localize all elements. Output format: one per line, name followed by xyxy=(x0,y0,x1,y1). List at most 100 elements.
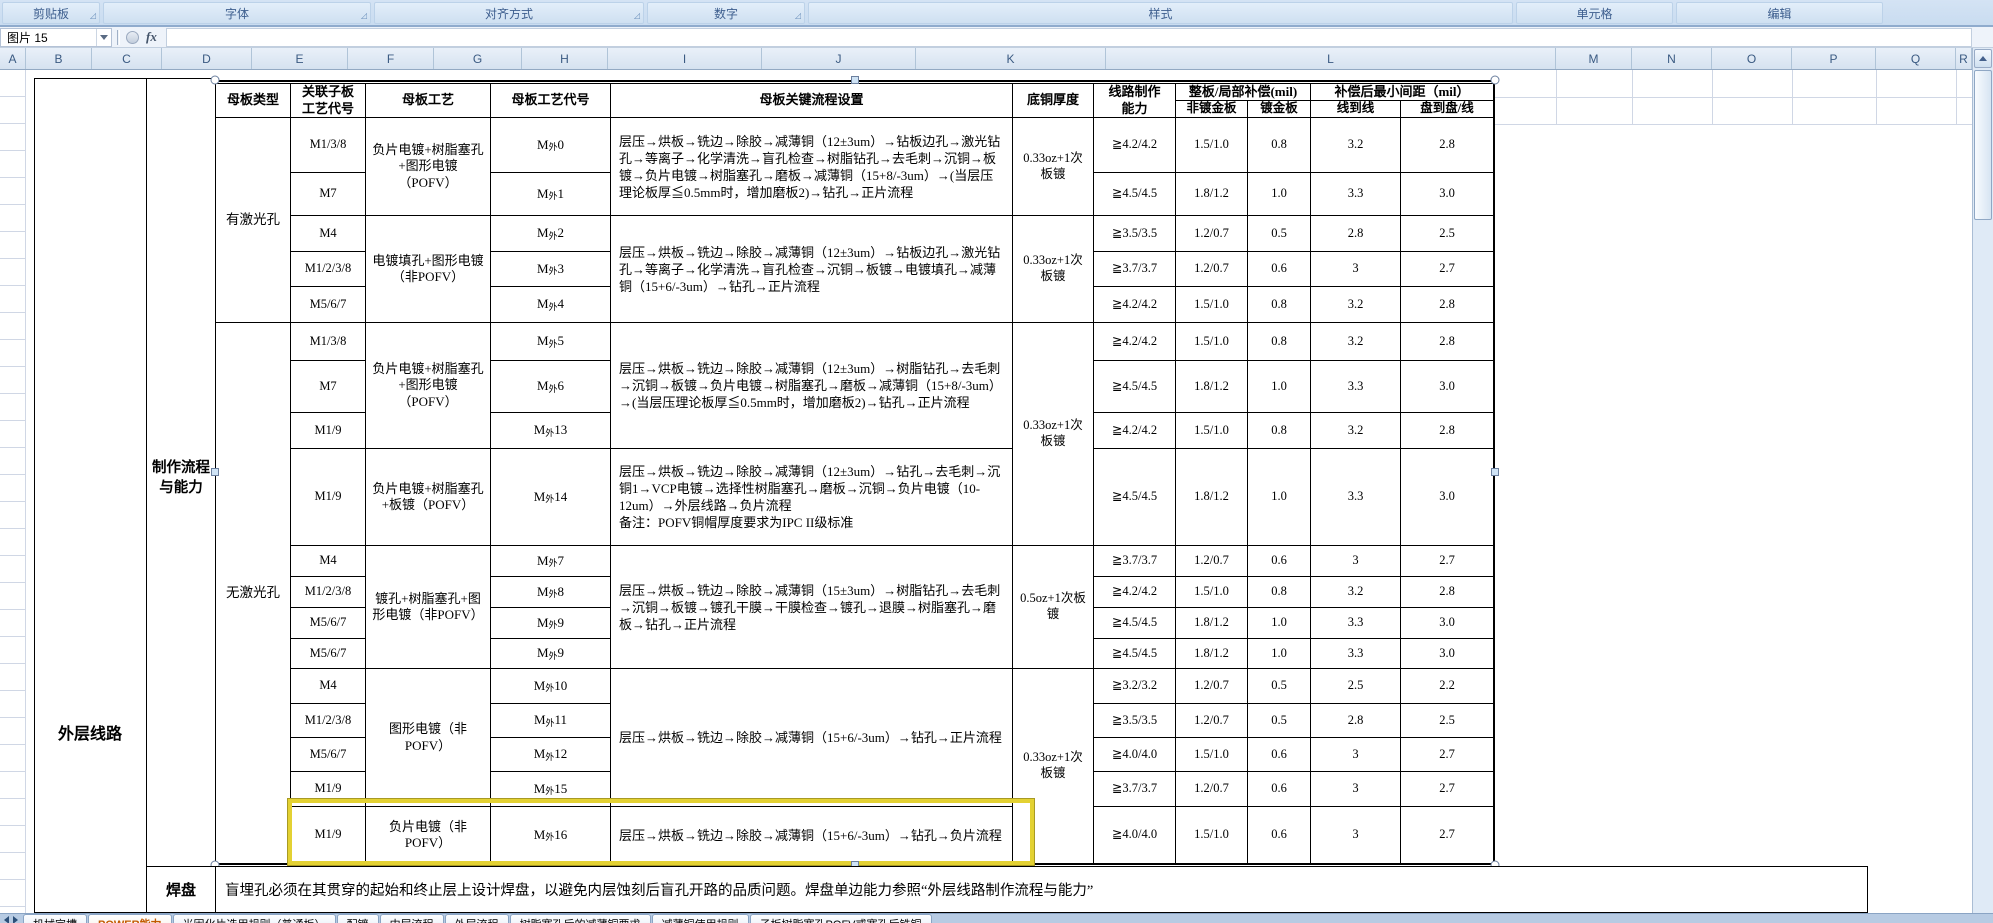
line-to-line-cell: 3.3 xyxy=(1310,448,1400,545)
nongold-comp-cell: 1.2/0.7 xyxy=(1175,703,1247,737)
pad-to-pad-cell: 2.5 xyxy=(1400,703,1493,737)
column-header-a[interactable]: A xyxy=(0,48,26,69)
dialog-launcher-icon[interactable]: ◿ xyxy=(633,11,640,20)
board-process-cell: 负片电镀+树脂塞孔+图形电镀（POFV） xyxy=(365,117,490,215)
key-flow-cell: 层压→烘板→铣边→除胶→减薄铜（12±3um）→钻板边孔→激光钻孔→等离子→化学… xyxy=(610,215,1012,322)
sheet-tab[interactable]: 减薄铜使用规则 xyxy=(651,914,749,923)
column-header-h[interactable]: H xyxy=(522,48,608,69)
column-header-m[interactable]: M xyxy=(1556,48,1632,69)
gold-comp-cell: 0.8 xyxy=(1247,117,1310,172)
column-header-l[interactable]: L xyxy=(1106,48,1556,69)
next-sheet-icon[interactable] xyxy=(13,916,18,923)
column-header-d[interactable]: D xyxy=(162,48,252,69)
nongold-comp-cell: 1.2/0.7 xyxy=(1175,668,1247,703)
board-process-cell: 负片电镀+树脂塞孔+板镀（POFV） xyxy=(365,448,490,545)
scroll-up-button[interactable] xyxy=(1974,49,1992,68)
ribbon-group-cells: 单元格 xyxy=(1516,2,1673,24)
base-copper-cell: 0.33oz+1次板镀 xyxy=(1012,215,1093,322)
pad-to-pad-cell: 2.8 xyxy=(1400,286,1493,322)
base-copper-cell: 0.33oz+1次板镀 xyxy=(1012,322,1093,545)
subboard-code-cell: M1/2/3/8 xyxy=(290,703,365,737)
selection-handle[interactable] xyxy=(851,76,859,84)
name-box[interactable]: 图片 15 xyxy=(0,28,112,47)
line-to-line-cell: 2.8 xyxy=(1310,703,1400,737)
capability-cell: ≧3.5/3.5 xyxy=(1093,215,1175,251)
sheet-tab[interactable]: 外层流程 xyxy=(444,914,509,923)
dialog-launcher-icon[interactable]: ◿ xyxy=(89,11,96,20)
column-header-q[interactable]: Q xyxy=(1876,48,1956,69)
line-to-line-cell: 3.2 xyxy=(1310,576,1400,607)
pad-to-pad-cell: 2.7 xyxy=(1400,251,1493,286)
sheet-tab[interactable]: 光固化片选用规则（普通板） xyxy=(172,914,336,923)
header-board-type: 母板类型 xyxy=(215,83,290,117)
column-header-i[interactable]: I xyxy=(608,48,762,69)
gold-comp-cell: 0.6 xyxy=(1247,806,1310,863)
column-header-k[interactable]: K xyxy=(916,48,1106,69)
scrollbar-thumb[interactable] xyxy=(1974,70,1992,220)
prev-sheet-icon[interactable] xyxy=(4,916,9,923)
sheet-tab[interactable]: 子板树脂塞孔POFV或塞孔后铣铜 xyxy=(749,914,932,923)
subboard-code-cell: M5/6/7 xyxy=(290,737,365,771)
name-box-dropdown[interactable] xyxy=(96,29,111,46)
formula-input[interactable] xyxy=(166,28,1972,47)
subboard-code-cell: M4 xyxy=(290,215,365,251)
vertical-scrollbar[interactable] xyxy=(1972,48,1993,913)
gold-comp-cell: 0.6 xyxy=(1247,251,1310,286)
pad-to-pad-cell: 2.7 xyxy=(1400,545,1493,576)
header-capability: 线路制作 能力 xyxy=(1093,83,1175,117)
subboard-code-cell: M1/9 xyxy=(290,448,365,545)
selection-handle[interactable] xyxy=(210,75,220,85)
column-header-e[interactable]: E xyxy=(252,48,348,69)
selection-handle[interactable] xyxy=(1490,75,1500,85)
subboard-code-cell: M5/6/7 xyxy=(290,607,365,638)
nongold-comp-cell: 1.8/1.2 xyxy=(1175,607,1247,638)
selection-handle[interactable] xyxy=(211,468,219,476)
dialog-launcher-icon[interactable]: ◿ xyxy=(794,11,801,20)
key-flow-cell: 层压→烘板→铣边→除胶→减薄铜（12±3um）→钻板边孔→激光钻孔→等离子→化学… xyxy=(610,117,1012,215)
gold-comp-cell: 0.5 xyxy=(1247,215,1310,251)
gold-comp-cell: 0.5 xyxy=(1247,703,1310,737)
column-header-c[interactable]: C xyxy=(92,48,162,69)
ribbon-group-number: 数字 ◿ xyxy=(647,2,805,24)
nongold-comp-cell: 1.8/1.2 xyxy=(1175,360,1247,412)
dialog-launcher-icon[interactable]: ◿ xyxy=(360,11,367,20)
board-process-cell: 镀孔+树脂塞孔+图形电镀（非POFV） xyxy=(365,545,490,668)
column-header-o[interactable]: O xyxy=(1712,48,1792,69)
sheet-tab[interactable]: POWER能力 xyxy=(88,914,172,923)
subboard-code-cell: M7 xyxy=(290,172,365,215)
nongold-comp-cell: 1.8/1.2 xyxy=(1175,172,1247,215)
column-header-f[interactable]: F xyxy=(348,48,434,69)
sheet-tab[interactable]: 中层流程 xyxy=(379,914,444,923)
column-header-j[interactable]: J xyxy=(762,48,916,69)
column-header-b[interactable]: B xyxy=(26,48,92,69)
pad-to-pad-cell: 3.0 xyxy=(1400,448,1493,545)
sheet-tab[interactable]: 树脂塞孔后的减薄铜要求 xyxy=(509,914,651,923)
nongold-comp-cell: 1.8/1.2 xyxy=(1175,448,1247,545)
line-to-line-cell: 3.2 xyxy=(1310,286,1400,322)
column-header-p[interactable]: P xyxy=(1792,48,1876,69)
sheet-tab[interactable]: 配镀 xyxy=(336,914,379,923)
gold-comp-cell: 1.0 xyxy=(1247,360,1310,412)
line-to-line-cell: 3.2 xyxy=(1310,117,1400,172)
ribbon-group-label: 数字 xyxy=(713,6,738,21)
column-header-r[interactable]: R xyxy=(1956,48,1972,69)
formula-bar-knob xyxy=(126,31,139,44)
selection-handle[interactable] xyxy=(1491,468,1499,476)
line-to-line-cell: 3 xyxy=(1310,806,1400,863)
insert-function-button[interactable]: fx xyxy=(146,29,157,44)
column-header-n[interactable]: N xyxy=(1632,48,1712,69)
header-line-to-line: 线到线 xyxy=(1310,100,1400,117)
column-header-g[interactable]: G xyxy=(434,48,522,69)
outer-table-border xyxy=(34,912,146,913)
nongold-comp-cell: 1.5/1.0 xyxy=(1175,737,1247,771)
ribbon-group-font: 字体 ◿ xyxy=(103,2,371,24)
sheet-tab[interactable]: 机械定槽 xyxy=(23,914,87,923)
nongold-comp-cell: 1.5/1.0 xyxy=(1175,322,1247,360)
ribbon-group-editing: 编辑 xyxy=(1676,2,1883,24)
capability-cell: ≧4.2/4.2 xyxy=(1093,117,1175,172)
capability-cell: ≧4.2/4.2 xyxy=(1093,286,1175,322)
